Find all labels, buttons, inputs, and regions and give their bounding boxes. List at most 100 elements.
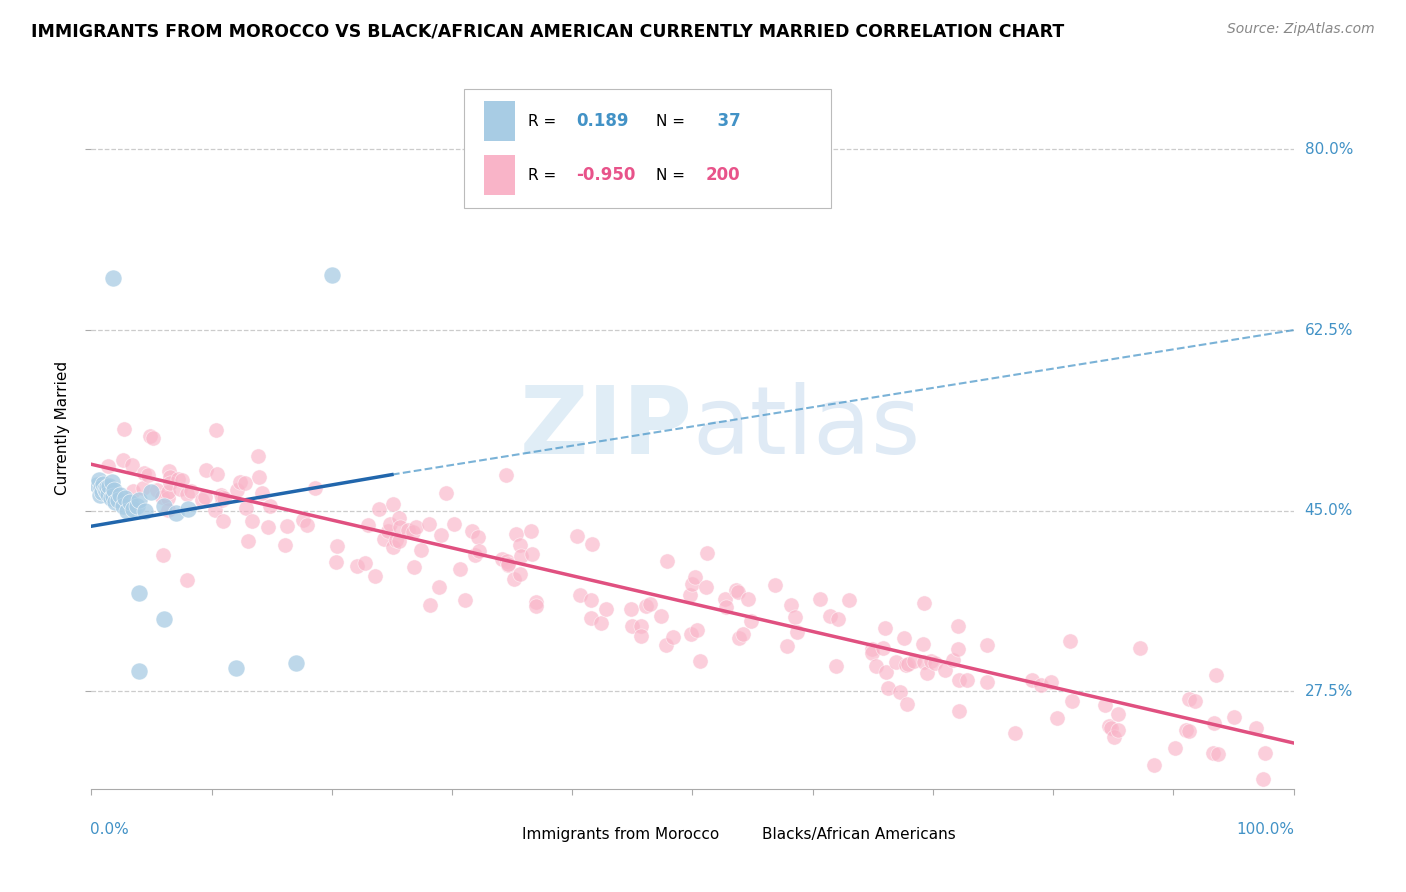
Point — [860, 646, 883, 660]
Point — [169, 482, 191, 496]
Point — [728, 632, 751, 646]
Text: Source: ZipAtlas.com: Source: ZipAtlas.com — [1227, 22, 1375, 37]
Point — [93, 482, 115, 496]
Point — [117, 504, 139, 518]
Point — [145, 483, 167, 497]
Point — [388, 511, 411, 525]
FancyBboxPatch shape — [485, 155, 515, 195]
Point — [884, 655, 907, 669]
Point — [875, 665, 897, 680]
Point — [233, 476, 256, 491]
Point — [152, 499, 174, 513]
Point — [246, 449, 269, 463]
Point — [101, 489, 124, 503]
Point — [89, 488, 111, 502]
Point — [865, 658, 887, 673]
Text: 45.0%: 45.0% — [1305, 503, 1353, 518]
Point — [136, 467, 159, 482]
Point — [1060, 694, 1083, 708]
Point — [889, 684, 911, 698]
Point — [491, 551, 513, 566]
Text: N =: N = — [657, 168, 685, 183]
Point — [636, 599, 658, 614]
Point — [211, 493, 233, 508]
Point — [948, 704, 970, 718]
Point — [661, 631, 683, 645]
Point — [689, 654, 711, 668]
Text: 80.0%: 80.0% — [1305, 142, 1353, 157]
Point — [101, 475, 124, 489]
Point — [449, 562, 471, 576]
Point — [427, 580, 450, 594]
Point — [1164, 741, 1187, 756]
Point — [912, 637, 935, 651]
Point — [524, 595, 547, 609]
Point — [104, 495, 127, 509]
Point — [247, 470, 270, 484]
Point — [786, 624, 808, 639]
Point — [495, 467, 517, 482]
Point — [176, 501, 198, 516]
Point — [894, 658, 917, 673]
Point — [1244, 721, 1267, 735]
Point — [714, 592, 737, 607]
Point — [250, 486, 273, 500]
Point — [1040, 674, 1063, 689]
FancyBboxPatch shape — [728, 822, 755, 848]
Point — [1178, 723, 1201, 738]
Point — [304, 482, 326, 496]
Point — [404, 560, 426, 574]
Point — [443, 517, 465, 532]
Point — [941, 653, 963, 667]
Point — [128, 493, 150, 508]
Point — [209, 487, 232, 501]
Point — [581, 537, 603, 551]
Point — [1046, 711, 1069, 725]
Point — [524, 599, 547, 613]
Point — [381, 540, 404, 554]
FancyBboxPatch shape — [464, 88, 831, 208]
Point — [357, 517, 380, 532]
Point — [1223, 710, 1246, 724]
Point — [274, 538, 297, 552]
Point — [212, 514, 235, 528]
Text: IMMIGRANTS FROM MOROCCO VS BLACK/AFRICAN AMERICAN CURRENTLY MARRIED CORRELATION : IMMIGRANTS FROM MOROCCO VS BLACK/AFRICAN… — [31, 22, 1064, 40]
Point — [165, 506, 187, 520]
Point — [152, 548, 174, 562]
Point — [976, 675, 998, 690]
Point — [112, 422, 135, 436]
Point — [142, 431, 165, 445]
Point — [619, 601, 641, 615]
Point — [103, 483, 125, 497]
Point — [776, 639, 799, 653]
Point — [976, 638, 998, 652]
Point — [409, 542, 432, 557]
Point — [468, 543, 491, 558]
Point — [100, 491, 122, 506]
Point — [509, 549, 531, 563]
Point — [107, 493, 129, 508]
Point — [98, 479, 121, 493]
Point — [325, 555, 347, 569]
Point — [464, 549, 486, 563]
Point — [385, 533, 408, 548]
Point — [727, 585, 749, 599]
Point — [1204, 715, 1226, 730]
Point — [94, 484, 117, 499]
Point — [1143, 758, 1166, 772]
Point — [150, 490, 173, 504]
Point — [714, 599, 737, 614]
Point — [893, 631, 915, 645]
Point — [101, 271, 124, 285]
Point — [364, 569, 387, 583]
Point — [91, 485, 114, 500]
Point — [685, 570, 707, 584]
Point — [1177, 692, 1199, 706]
Text: 0.0%: 0.0% — [90, 822, 129, 837]
Point — [1094, 698, 1116, 712]
Point — [87, 473, 110, 487]
Point — [808, 592, 831, 607]
Point — [176, 573, 198, 587]
Point — [190, 492, 212, 507]
Point — [159, 470, 181, 484]
